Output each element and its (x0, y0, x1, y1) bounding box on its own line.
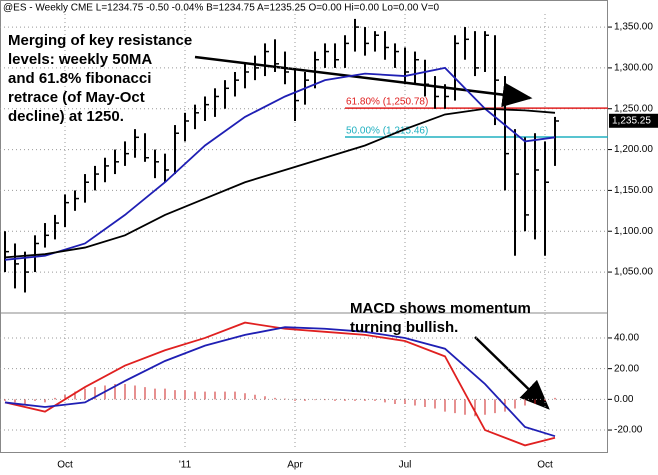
x-tick-label: '11 (179, 460, 192, 471)
annotation: and 61.8% fibonacci (8, 70, 151, 87)
line-series (4, 321, 556, 447)
last-price-label: 1,235.25 (612, 115, 651, 126)
line-series (4, 66, 556, 261)
line-series (4, 326, 556, 438)
annotation: levels: weekly 50MA (8, 51, 152, 68)
y-tick-label: 1,250.00 (614, 103, 653, 114)
y-tick-label: 1,050.00 (614, 267, 653, 278)
annotation: decline) at 1250. (8, 108, 124, 125)
y-tick-label: -20.00 (614, 425, 643, 436)
x-tick-label: Oct (57, 460, 73, 471)
fib-label: 50.00% (1,215.46) (346, 126, 428, 137)
fib-label: 61.80% (1,250.78) (346, 97, 428, 108)
x-tick-label: Apr (287, 460, 303, 471)
y-tick-label: 1,200.00 (614, 144, 653, 155)
annotation: MACD shows momentum (350, 300, 531, 317)
y-tick-label: 1,100.00 (614, 226, 653, 237)
x-tick-label: Jul (399, 460, 412, 471)
y-tick-label: 1,300.00 (614, 63, 653, 74)
y-tick-label: 0.00 (614, 394, 634, 405)
y-tick-label: 20.00 (614, 363, 639, 374)
y-tick-label: 1,350.00 (614, 22, 653, 33)
plot-frame (0, 0, 608, 453)
annotation-arrow (474, 336, 550, 410)
y-tick-label: 40.00 (614, 333, 639, 344)
annotation: turning bullish. (350, 319, 458, 336)
last-price-box (609, 113, 658, 128)
y-tick-label: 1,150.00 (614, 185, 653, 196)
annotation: Merging of key resistance (8, 32, 192, 49)
annotation: retrace (of May-Oct (8, 89, 145, 106)
annotation-arrow (194, 55, 533, 108)
line-series (4, 107, 556, 259)
x-tick-label: Oct (537, 460, 553, 471)
header: @ES - Weekly CME L=1234.75 -0.50 -0.04% … (3, 3, 440, 14)
